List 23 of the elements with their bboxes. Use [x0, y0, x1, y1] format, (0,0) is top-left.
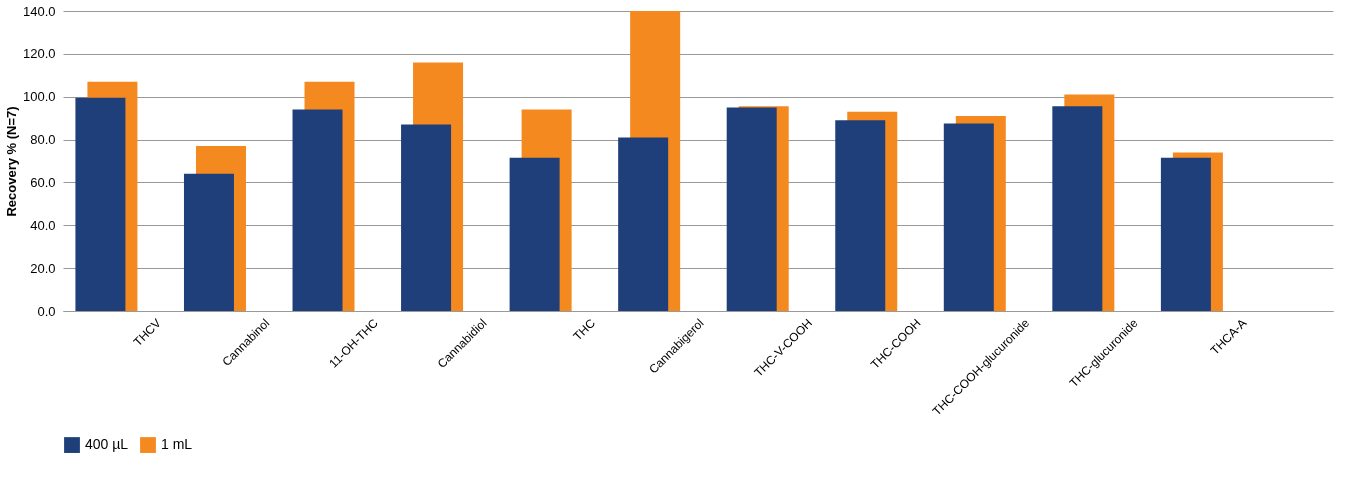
y-tick-label: 20.0	[30, 260, 56, 276]
bar	[183, 173, 234, 311]
bar	[75, 97, 126, 311]
bar	[292, 109, 343, 311]
y-tick-label: 80.0	[30, 132, 56, 148]
bar	[1052, 106, 1103, 311]
y-tick-label: 0.0	[37, 303, 56, 319]
x-tick-label: THC	[570, 315, 599, 344]
y-tick-label: 40.0	[30, 217, 56, 233]
y-tick-label: 140.0	[22, 3, 56, 19]
bar	[835, 120, 886, 311]
bar	[618, 137, 669, 311]
y-tick-label: 100.0	[22, 89, 56, 105]
legend-label: 1 mL	[161, 436, 193, 453]
bar	[943, 123, 994, 311]
bar	[401, 124, 452, 311]
y-tick-label: 120.0	[22, 46, 56, 62]
y-axis-title: Recovery % (N=7)	[3, 106, 19, 217]
bar	[509, 157, 560, 311]
y-tick-label: 60.0	[30, 174, 56, 190]
bar	[1160, 157, 1211, 311]
legend-label: 400 µL	[85, 436, 129, 453]
bar	[726, 107, 777, 311]
